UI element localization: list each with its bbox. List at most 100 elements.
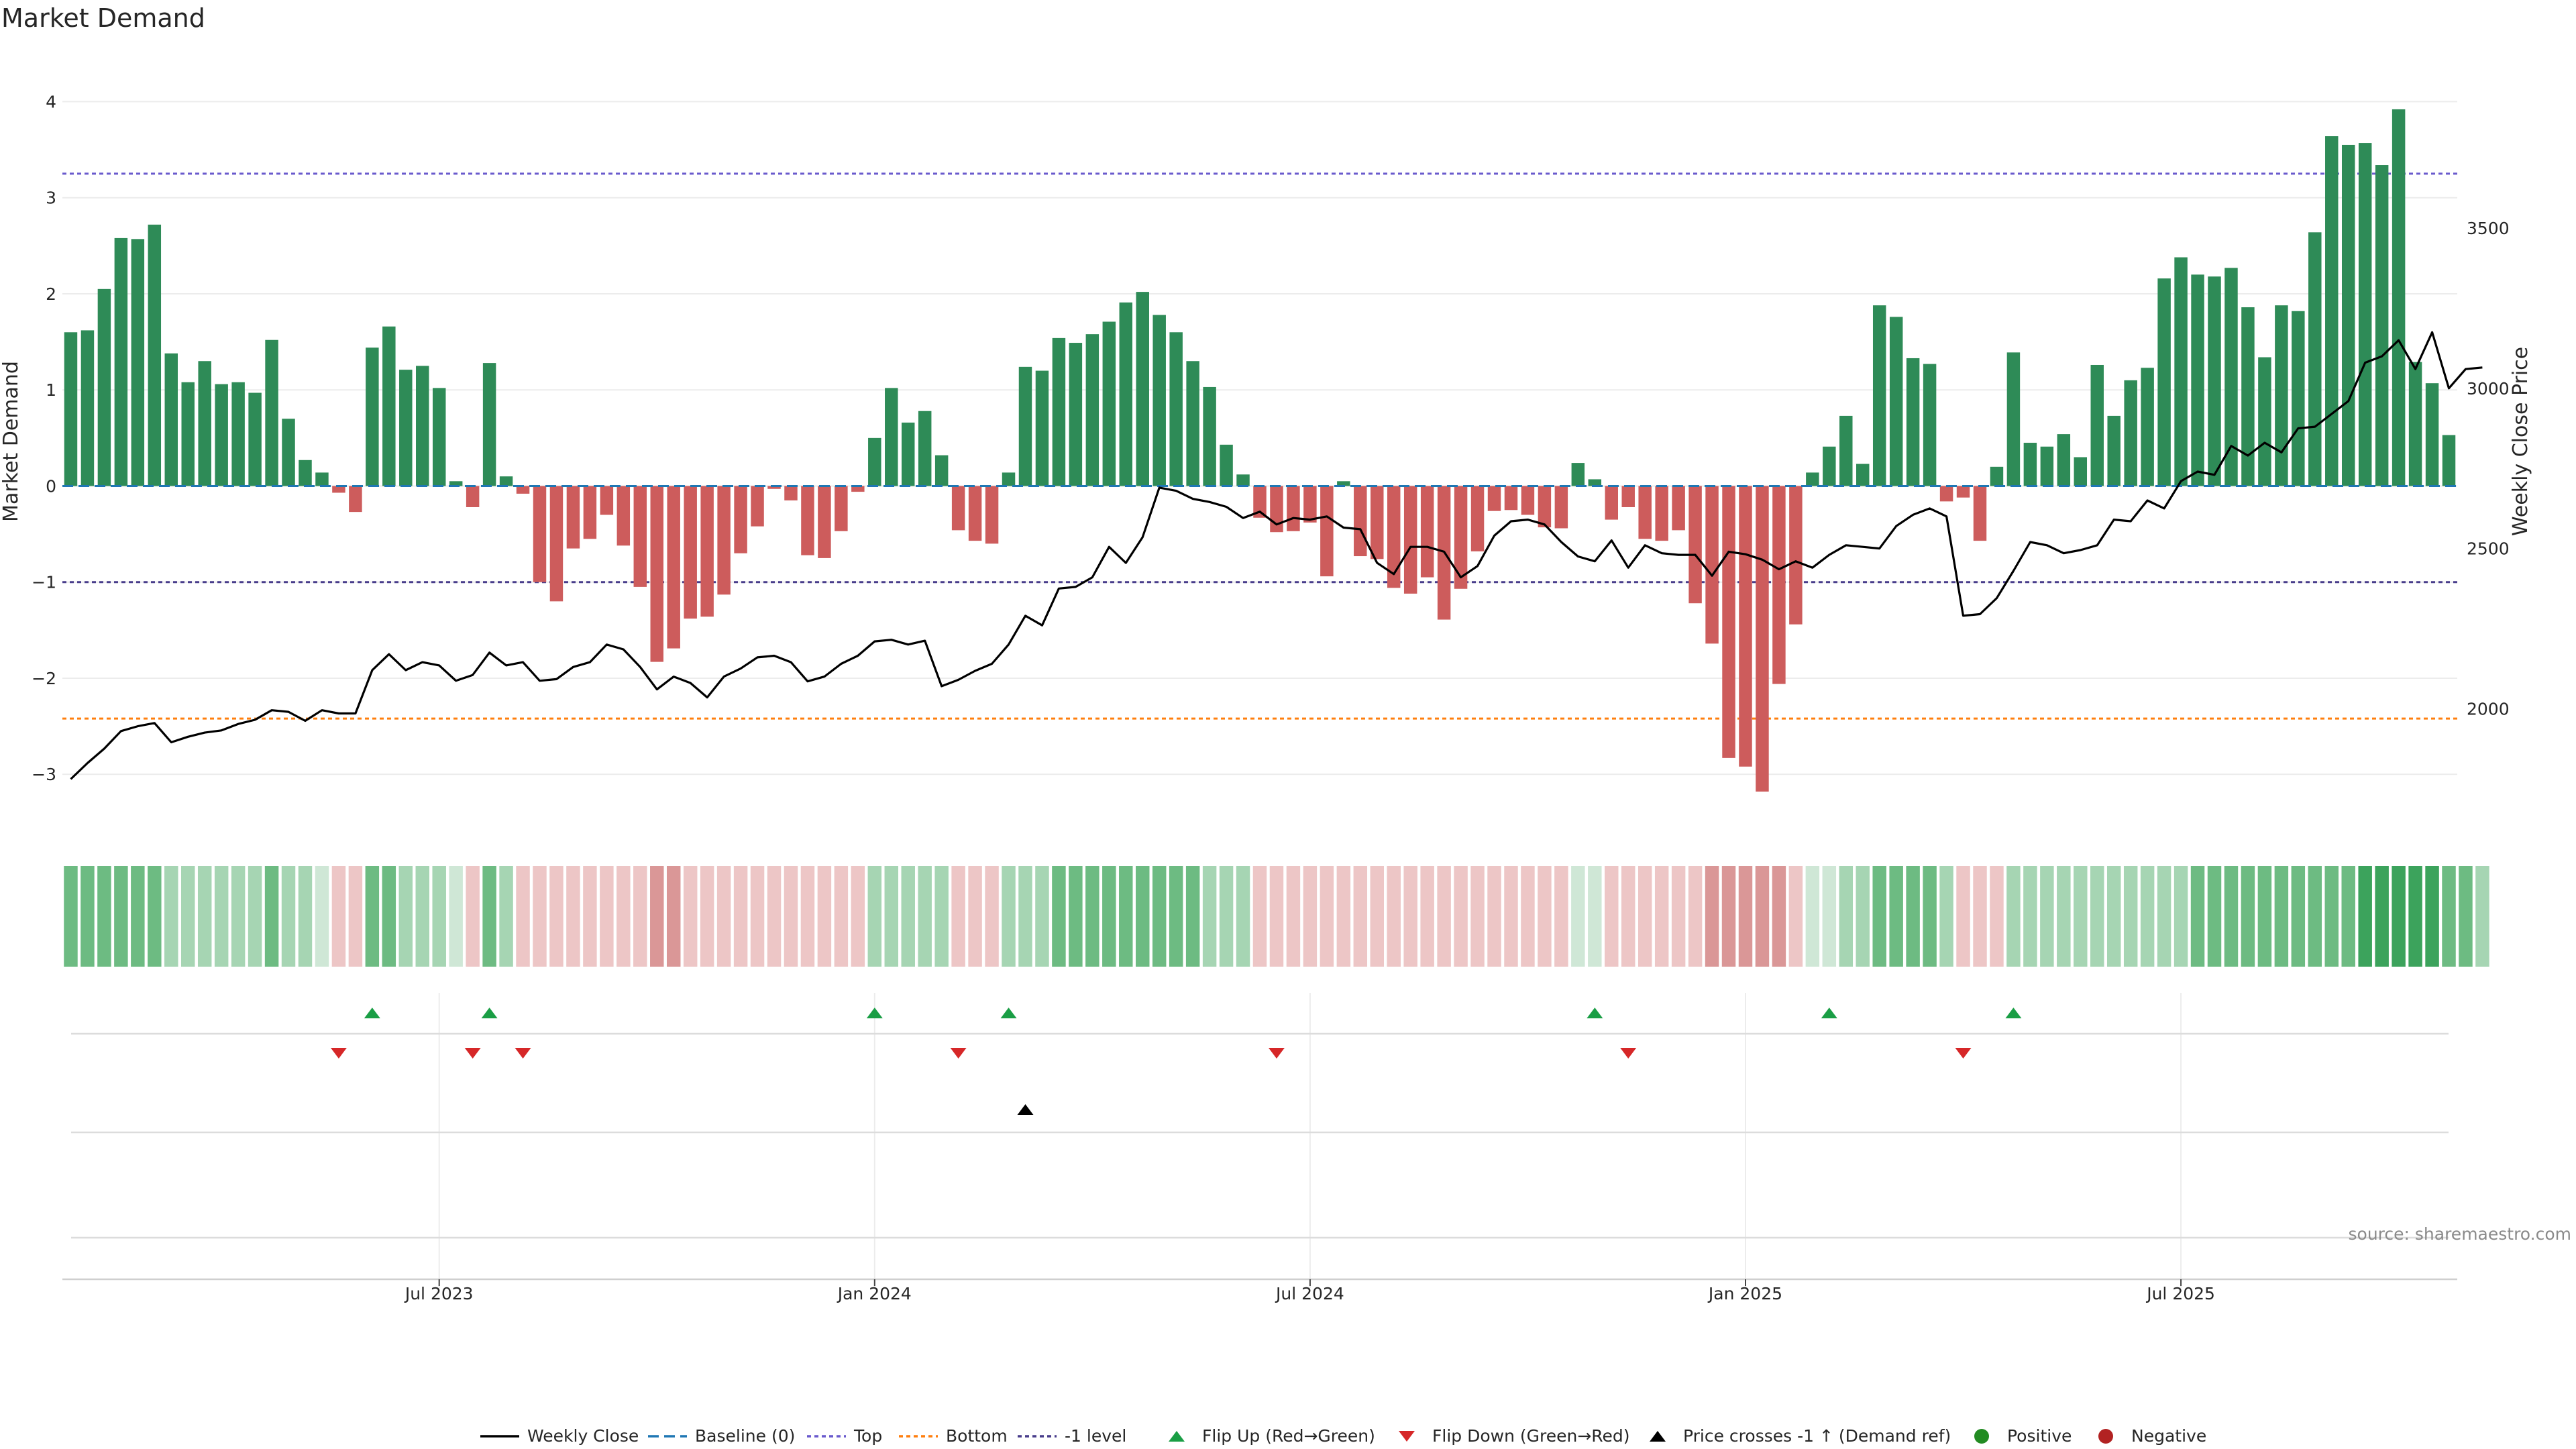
strip-cell [315,866,329,967]
strip-cell [2040,866,2054,967]
demand-bar [366,347,379,486]
flip-down-marker [1620,1048,1637,1059]
demand-bar [650,486,663,662]
strip-cell [1504,866,1518,967]
demand-bar [215,384,228,486]
strip-cell [231,866,246,967]
strip-cell [114,866,128,967]
flip-up-marker [866,1008,883,1018]
demand-bar [1906,358,1920,486]
demand-bar [1856,464,1870,486]
strip-cell [666,866,681,967]
strip-cell [148,866,162,967]
demand-bar [583,486,597,539]
strip-cell [1554,866,1568,967]
demand-bar [2124,380,2137,486]
demand-bar [382,326,396,486]
legend-label: Positive [2007,1426,2072,1446]
strip-cell [331,866,346,967]
strip-cell [1102,866,1116,967]
demand-bar [968,486,982,541]
y2-axis-ticks: 3500 3000 2500 2000 [2467,219,2510,718]
y-axis-label: Market Demand [0,361,23,522]
demand-bar [181,382,195,486]
x-tick-label: Jan 2025 [1707,1284,1782,1303]
demand-bar [633,486,647,587]
demand-bar [1655,486,1668,541]
strip-cell [1202,866,1217,967]
y2-tick-label: 3000 [2467,379,2510,398]
strip-cell [499,866,513,967]
demand-bar [114,237,128,486]
strip-cell [2442,866,2456,967]
strip-cell [600,866,614,967]
demand-bar [2358,143,2372,486]
demand-bar [549,486,564,602]
strip-cell [985,866,999,967]
demand-bar [1186,361,1199,486]
demand-bar [349,486,362,513]
demand-bar [1973,486,1987,541]
strip-cell [1152,866,1167,967]
strip-cell [1805,866,1820,967]
demand-bar [717,486,731,595]
strip-cell [1069,866,1083,967]
demand-bar [2157,278,2171,486]
legend-label: Baseline (0) [695,1426,795,1446]
demand-bar [2325,136,2339,486]
demand-bar [1889,317,1903,486]
strip-cell [2308,866,2322,967]
flip-down-marker [1268,1048,1285,1059]
y2-tick-label: 2500 [2467,539,2510,559]
strip-cell [1822,866,1837,967]
strip-cell [834,866,849,967]
strip-cell [1621,866,1635,967]
demand-bar [164,353,178,486]
strip-cell [449,866,463,967]
demand-bar [2275,305,2288,486]
strip-cell [1303,866,1318,967]
legend-label: Weekly Close [527,1426,639,1446]
strip-cell [1788,866,1803,967]
y-tick-label: 4 [46,92,56,111]
strip-cell [1353,866,1368,967]
demand-bar [801,486,814,555]
strip-cell [1688,866,1703,967]
y2-tick-label: 2000 [2467,699,2510,718]
strip-cell [2157,866,2171,967]
legend-label: Flip Down (Green→Red) [1432,1426,1630,1446]
demand-bar [97,288,111,486]
strip-cell [2140,866,2155,967]
demand-bar [2006,352,2021,486]
demand-bar [1722,486,1735,758]
demand-bar [901,422,915,486]
demand-bar [1002,472,1016,486]
demand-bar [600,486,614,515]
strip-cell [583,866,597,967]
legend-label: -1 level [1065,1426,1126,1446]
demand-bar [198,361,211,486]
strip-cell [2224,866,2239,967]
legend-label: Bottom [946,1426,1008,1446]
strip-cell [2257,866,2272,967]
strip-cell [64,866,78,967]
strip-cell [415,866,429,967]
demand-bar [1102,321,1116,486]
demand-bar [2292,311,2305,486]
demand-bar [148,224,162,486]
strip-cell [2274,866,2289,967]
demand-bar [64,332,78,486]
strip-cell [533,866,547,967]
strip-cell [131,866,145,967]
demand-bar [1203,386,1216,486]
demand-bar [1605,486,1619,520]
legend-swatch [1399,1431,1415,1442]
demand-bar [566,486,580,549]
strip-cell [633,866,647,967]
strip-cell [298,866,313,967]
strip-cell [1236,866,1250,967]
demand-bar [918,411,932,486]
demand-bar [449,481,463,486]
demand-bar [1303,486,1317,523]
demand-bar [2341,144,2355,486]
